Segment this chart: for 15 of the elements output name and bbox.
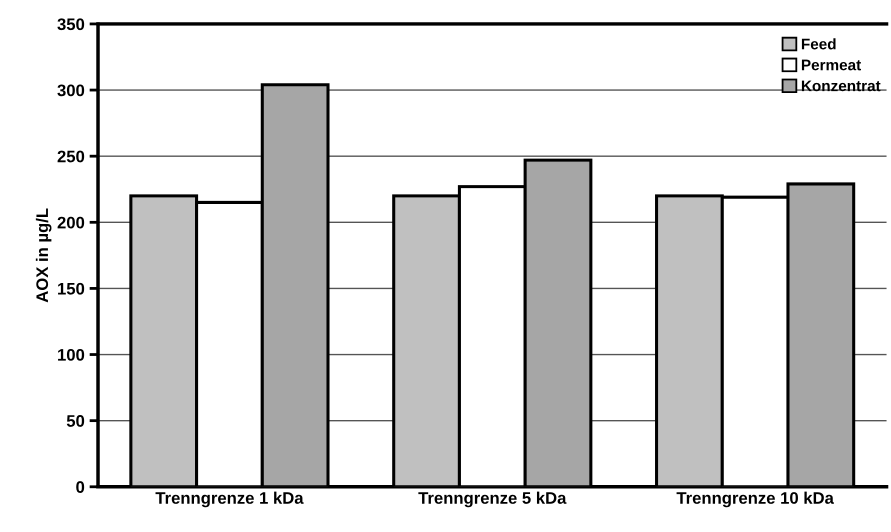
y-tick-label: 100 bbox=[58, 348, 84, 361]
y-tick-label: 200 bbox=[58, 216, 84, 229]
legend-label: Permeat bbox=[802, 60, 862, 70]
y-tick-label: 150 bbox=[58, 282, 84, 295]
y-tick-label: 50 bbox=[66, 415, 84, 427]
y-tick-label: 250 bbox=[58, 150, 84, 162]
x-tick-label: Trenngrenze 1 kDa bbox=[156, 492, 304, 508]
legend-label: Feed bbox=[802, 38, 836, 50]
legend-label: Konzentrat bbox=[802, 80, 880, 92]
y-tick-label: 350 bbox=[57, 18, 84, 30]
x-tick-label: Trenngrenze 5 kDa bbox=[418, 492, 566, 508]
y-tick-label: 0 bbox=[76, 481, 84, 493]
y-tick-label: 300 bbox=[57, 84, 84, 96]
y-axis-title: AOX in µg/L bbox=[36, 208, 52, 302]
x-tick-label: Trenngrenze 10 kDa bbox=[676, 492, 834, 508]
